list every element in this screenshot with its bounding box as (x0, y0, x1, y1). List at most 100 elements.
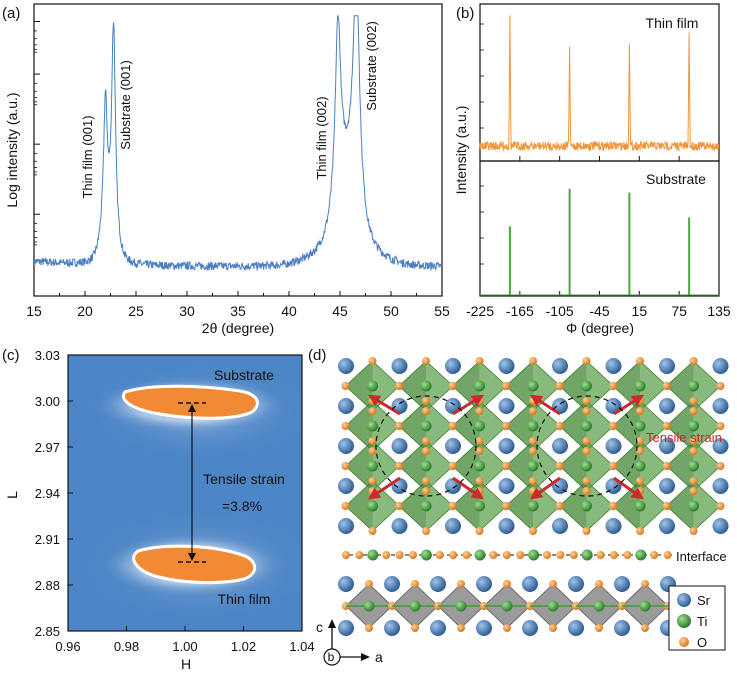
o-atom (368, 477, 377, 485)
panel-d: (d) Tensile strain Interface Sr Ti O b c a (308, 347, 729, 666)
o-atom (368, 527, 377, 535)
panel-b-xtick-label: 15 (632, 303, 648, 319)
o-atom (582, 397, 591, 405)
o-atom (595, 580, 603, 588)
o-atom (365, 580, 373, 588)
panel-b: (b) -225 -165 -105 -45 15 75 135 Thin film Sub… (453, 3, 731, 336)
o-atom (596, 551, 605, 559)
tio6-octahedron-shade (506, 441, 533, 491)
o-atom (689, 487, 698, 495)
ti-atom (634, 380, 646, 392)
o-atom (475, 527, 484, 535)
panel-a-y-ticks (34, 21, 40, 246)
panel-a-xtick-label: 50 (383, 303, 399, 319)
o-atom (662, 462, 671, 470)
panel-c-xtick-label: 1.04 (289, 639, 314, 654)
o-atom (529, 407, 537, 415)
ti-atom (501, 600, 513, 612)
tensile-strain-arrows (367, 394, 645, 500)
ti-atom (420, 460, 432, 472)
sr-atom (498, 358, 515, 374)
o-atom (475, 357, 484, 365)
sr-atom (605, 358, 622, 374)
sr-atom (338, 358, 354, 374)
o-atom (609, 422, 617, 430)
o-atom (411, 624, 419, 632)
ti-atom (547, 600, 559, 612)
o-atom (689, 407, 698, 415)
sr-atom (498, 438, 515, 454)
o-atom (555, 462, 564, 470)
ti-atom (409, 600, 421, 612)
strain-circle-left (375, 395, 477, 497)
o-atom (641, 624, 649, 632)
panel-b-xtick-label: -45 (589, 303, 609, 319)
ti-atom (581, 380, 592, 392)
axis-c-head (328, 619, 336, 628)
sr-atom (522, 620, 538, 636)
panel-c-xlabel: H (181, 656, 191, 672)
ti-atom (634, 420, 646, 432)
o-atom (422, 487, 430, 495)
strain-arrow-head-down (188, 553, 196, 561)
sr-atom (338, 398, 354, 414)
legend-swatch-sr (677, 593, 691, 607)
sr-atom (391, 358, 408, 374)
o-atom (582, 357, 591, 365)
panel-c-ticks: 0.96 0.98 1.00 1.02 1.04 2.85 2.88 2.91 2.94 2.97… (35, 348, 315, 654)
panel-c-strain-label: Tensile strain (203, 471, 285, 487)
panel-b-xtick-label: -105 (546, 303, 574, 319)
ti-atom (634, 500, 646, 512)
o-atom (457, 624, 465, 632)
o-atom (610, 551, 618, 559)
strain-arrow (613, 394, 645, 416)
xrd-2theta-curve (34, 14, 442, 272)
o-atom (341, 422, 350, 430)
tensile-strain-label: Tensile strain (646, 430, 722, 445)
sr-atom (498, 518, 515, 534)
tio6-octahedron-shade (666, 481, 694, 531)
tio6-octahedron-shade (559, 361, 587, 411)
sr-atom (338, 518, 354, 534)
sr-atom (552, 438, 568, 454)
ti-atom (581, 460, 592, 472)
o-atom (662, 382, 671, 390)
panel-c-xtick-label: 0.98 (114, 639, 139, 654)
legend-label-ti: Ti (697, 614, 707, 629)
ti-atom (581, 549, 593, 561)
strain-arrow (367, 394, 401, 416)
o-atom (475, 437, 484, 445)
strain-arrow (452, 394, 485, 416)
legend-label-sr: Sr (697, 593, 711, 608)
panel-a-xtick-label: 20 (77, 303, 93, 319)
o-atom (395, 502, 403, 510)
ti-atom (527, 420, 539, 432)
panel-c-ytick-label: 2.88 (35, 578, 60, 593)
axis-b-circle (323, 648, 341, 666)
ti-atom (528, 549, 540, 561)
ti-atom (474, 549, 486, 561)
o-atom (555, 382, 564, 390)
o-atom (650, 551, 659, 559)
o-atom (448, 382, 457, 390)
sr-atom (659, 398, 675, 414)
strain-arrow (613, 476, 644, 500)
ti-atom (363, 600, 375, 612)
o-atom (582, 527, 591, 535)
sr-atom (614, 620, 630, 636)
o-atom (422, 477, 430, 485)
ti-atom (527, 460, 539, 472)
sr-atom (391, 518, 408, 534)
sr-atom (338, 478, 354, 494)
sr-atom (659, 518, 675, 534)
tio6-octahedron-shade (506, 361, 533, 411)
tio6-octahedron-shade (345, 361, 373, 411)
o-atom (609, 382, 617, 390)
o-atom (716, 502, 725, 510)
o-atom (503, 580, 511, 588)
o-atom (449, 551, 458, 559)
panel-a-xtick-label: 45 (332, 303, 348, 319)
sr-atom (498, 478, 515, 494)
o-atom (382, 551, 391, 559)
